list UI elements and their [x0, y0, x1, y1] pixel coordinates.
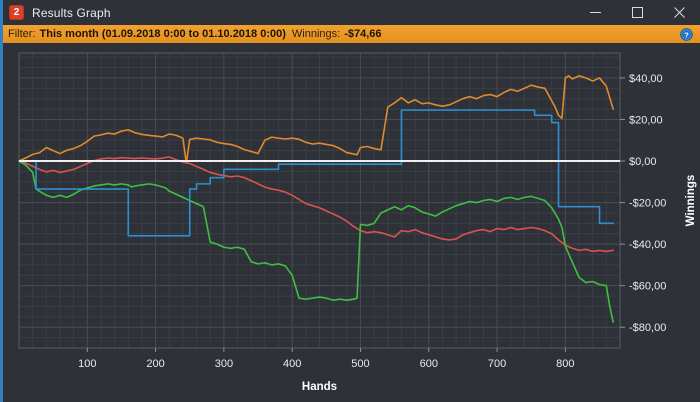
axis-ticks [86, 77, 625, 352]
x-tick-label: 200 [146, 358, 164, 370]
filter-value: This month (01.09.2018 0:00 to 01.10.201… [39, 28, 286, 40]
series-line-orange [18, 75, 614, 164]
help-circle-icon[interactable]: ? [680, 27, 693, 41]
series-line-blue [18, 109, 614, 237]
title-bar: 2 Results Graph [3, 0, 700, 25]
x-tick-label: 800 [556, 358, 574, 370]
filter-bar[interactable]: Filter: This month (01.09.2018 0:00 to 0… [3, 25, 700, 43]
x-axis-title: Hands [302, 381, 337, 393]
x-tick-label: 400 [283, 358, 301, 370]
x-tick-labels: 100 200 300 400 500 600 700 800 [78, 358, 574, 370]
data-series-layer [18, 75, 614, 323]
minimize-button[interactable] [574, 0, 616, 25]
window-controls [574, 0, 700, 25]
maximize-icon [631, 7, 643, 18]
filter-label: Filter: [8, 28, 36, 40]
series-line-red [18, 156, 614, 253]
winnings-value: -$74,66 [344, 28, 382, 40]
results-graph-plot[interactable]: 100 200 300 400 500 600 700 800 $40,00 $20,00 $0,… [3, 43, 700, 402]
app-icon-2: 2 [9, 5, 24, 20]
y-tick-label: -$80,00 [629, 322, 666, 334]
close-button[interactable] [658, 0, 700, 25]
y-tick-label: -$60,00 [629, 281, 666, 293]
y-tick-label: $0,00 [629, 156, 657, 168]
plot-background [3, 43, 700, 402]
window-title: Results Graph [32, 5, 111, 20]
y-axis-title: Winnings [685, 175, 697, 227]
minimize-icon [589, 12, 601, 13]
y-tick-labels: $40,00 $20,00 $0,00 -$20,00 -$40,00 -$60,00 -$… [629, 73, 666, 334]
x-tick-label: 500 [351, 358, 369, 370]
y-tick-label: $20,00 [629, 114, 663, 126]
y-tick-label: -$40,00 [629, 239, 666, 251]
x-tick-label: 700 [488, 358, 506, 370]
x-tick-label: 600 [420, 358, 438, 370]
winnings-label: Winnings: [291, 28, 341, 40]
svg-text:?: ? [684, 30, 689, 39]
y-tick-label: $40,00 [629, 73, 663, 85]
y-tick-label: -$20,00 [629, 198, 666, 210]
x-tick-label: 100 [78, 358, 96, 370]
x-tick-label: 300 [215, 358, 233, 370]
maximize-button[interactable] [616, 0, 658, 25]
chart-container[interactable]: 100 200 300 400 500 600 700 800 $40,00 $20,00 $0,… [3, 43, 700, 402]
plot-frame [18, 52, 621, 349]
series-line-green [18, 160, 614, 323]
close-icon [673, 7, 685, 18]
